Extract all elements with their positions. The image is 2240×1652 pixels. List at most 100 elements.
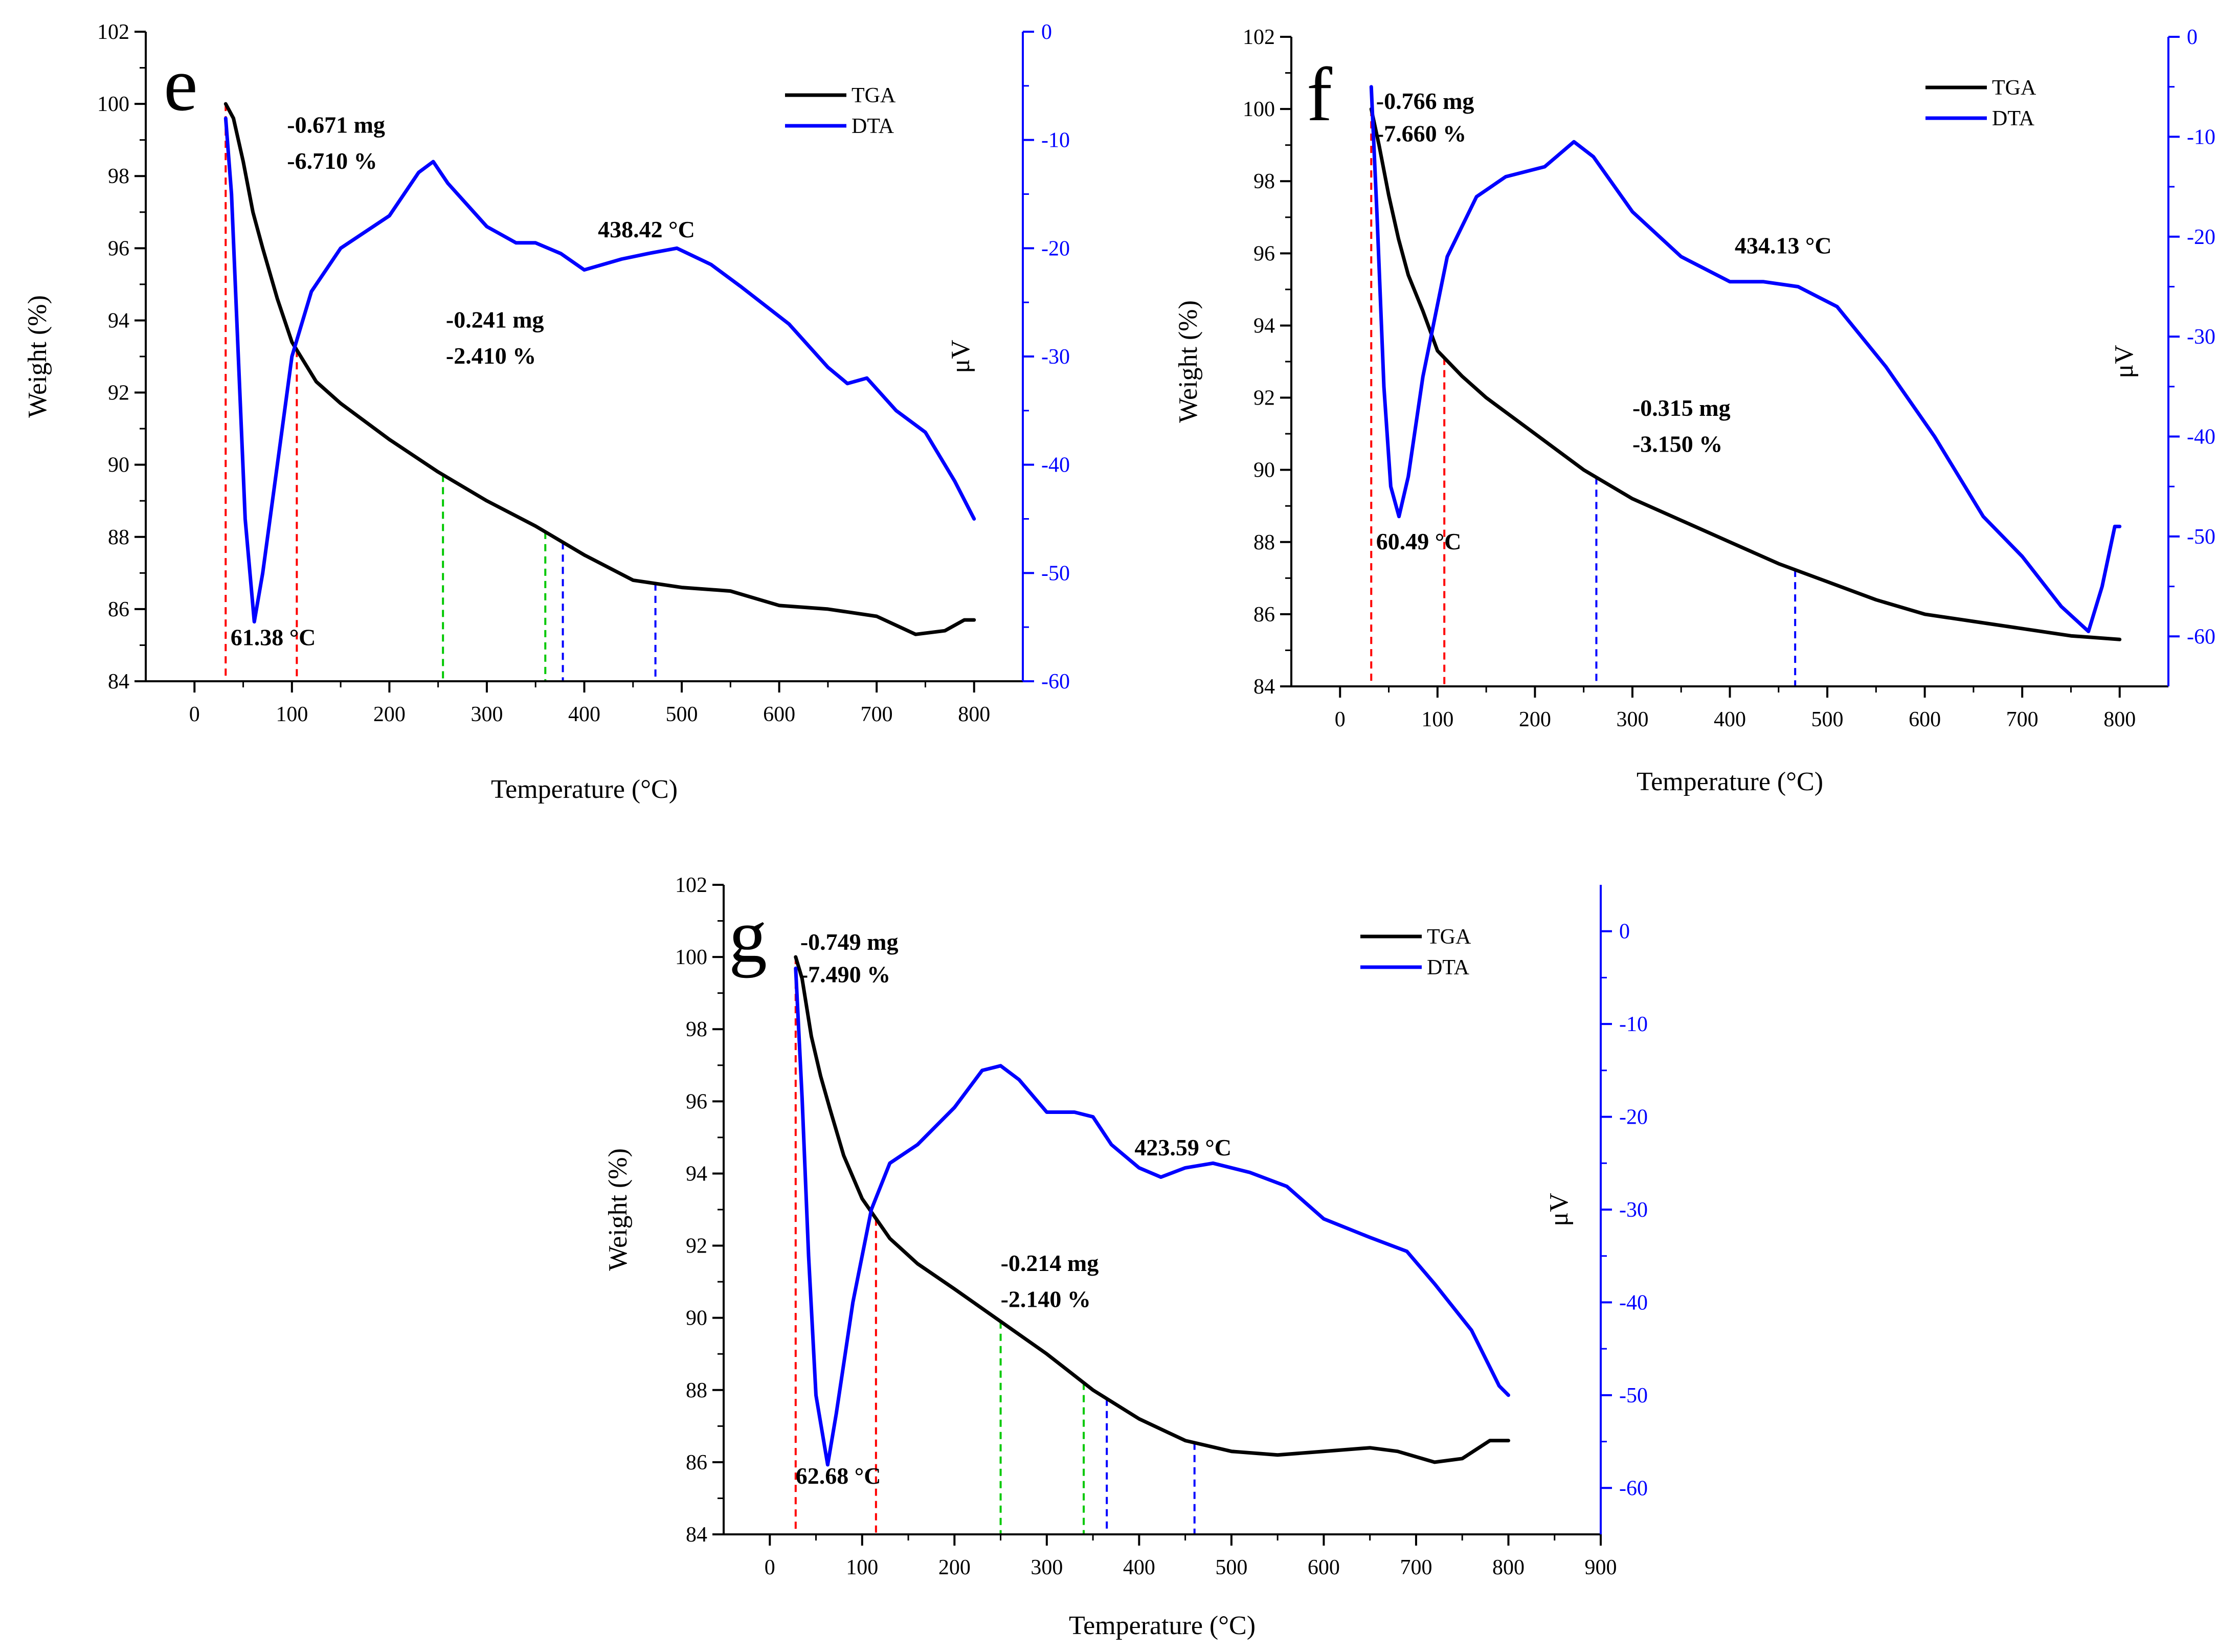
y-tick-label: 100 [97,93,129,116]
y2-tick-label: 0 [1041,20,1052,44]
y-tick-label: 88 [686,1379,707,1402]
y-tick-label: 102 [675,874,707,897]
annotation-5: -3.150 % [1632,431,1722,457]
legend: TGA DTA [1925,76,2036,130]
legend-label-tga: TGA [1992,76,2036,100]
y-tick-label: 96 [686,1090,707,1113]
series-line-tga [1369,107,2122,641]
y2-tick-label: -20 [2187,226,2215,249]
x-tick-label: 600 [1308,1556,1340,1579]
x-tick-label: 700 [861,703,893,726]
y-tick-label: 92 [108,382,129,405]
x-tick-label: 800 [958,703,990,726]
y2-tick-label: -10 [2187,125,2215,149]
y-tick-label: 94 [686,1162,707,1186]
x-tick-label: 300 [471,703,503,726]
y-tick-label: 98 [1253,170,1275,193]
y-tick-label: 84 [1253,675,1275,699]
x-tick-label: 700 [1400,1556,1432,1579]
chart-panel-f: 0 100 200 300 400 500 600 700 800 84 86 88 90 92 94 96 9… [1174,26,2215,796]
y2-tick-label: -10 [1619,1013,1648,1036]
x-tick-label: 600 [1909,708,1941,731]
y2-axis-title: μV [2110,345,2139,378]
x-tick-label: 700 [2006,708,2039,731]
series-line-tga [223,102,976,636]
annotation-3: -0.214 mg [1001,1250,1099,1276]
series-line-dta [1369,85,2122,633]
x-tick-label: 300 [1031,1556,1063,1579]
annotation-5: 438.42 °C [598,216,695,242]
annotation-4: -0.315 mg [1632,395,1731,421]
panel-letter: f [1307,52,1332,137]
y2-tick-label: -20 [1619,1106,1648,1129]
x-axis-title: Temperature (°C) [1069,1611,1256,1640]
y-tick-label: 94 [1253,314,1275,338]
panel-letter: g [729,894,767,978]
y-tick-label: 100 [675,946,707,969]
x-tick-label: 200 [373,703,406,726]
y2-tick-label: -60 [2187,625,2215,649]
x-tick-label: 500 [666,703,698,726]
x-tick-label: 100 [1421,708,1453,731]
x-tick-label: 500 [1811,708,1844,731]
y-tick-label: 90 [108,454,129,477]
y-tick-label: 88 [108,526,129,549]
y2-axis-title: μV [946,340,975,373]
y2-tick-label: -20 [1041,237,1070,260]
y-tick-label: 100 [1243,98,1275,121]
y2-tick-label: -50 [1041,562,1070,585]
y-tick-label: 94 [108,309,129,332]
y2-tick-label: -60 [1619,1477,1648,1500]
x-tick-label: 200 [938,1556,971,1579]
y-tick-label: 96 [108,237,129,260]
y2-axis-title: μV [1544,1193,1574,1226]
y2-tick-label: -50 [1619,1384,1648,1408]
annotation-2: -7.490 % [800,962,890,988]
y-tick-label: 102 [1243,26,1275,49]
x-tick-label: 400 [568,703,600,726]
series-line-dta [794,966,1510,1467]
annotation-2: -6.710 % [287,148,377,174]
y2-tick-label: -10 [1041,129,1070,152]
y2-tick-label: -60 [1041,670,1070,694]
y-tick-label: 92 [686,1235,707,1258]
x-tick-label: 0 [1335,708,1346,731]
y-tick-label: 86 [108,598,129,621]
x-tick-label: 900 [1585,1556,1617,1579]
y-tick-label: 84 [108,670,129,694]
y-tick-label: 96 [1253,242,1275,265]
annotation-6: 62.68 °C [796,1463,881,1489]
legend-label-dta: DTA [852,115,894,138]
annotation-6: 61.38 °C [231,624,316,650]
y2-tick-label: 0 [2187,26,2198,49]
y-axis-title: Weight (%) [23,295,52,418]
annotation-1: -0.766 mg [1376,88,1474,114]
y-axis-title: Weight (%) [603,1148,633,1271]
y-tick-label: 84 [686,1523,707,1547]
annotation-3: 434.13 °C [1735,232,1832,258]
series-line-dta [223,116,976,624]
x-tick-label: 600 [763,703,795,726]
series-line-tga [794,955,1510,1464]
annotation-2: -7.660 % [1376,121,1466,147]
annotation-4: -2.140 % [1001,1286,1091,1312]
legend: TGA DTA [1360,925,1471,979]
x-tick-label: 800 [1492,1556,1525,1579]
legend-label-dta: DTA [1427,956,1470,979]
legend-label-tga: TGA [1427,925,1471,949]
legend-label-tga: TGA [852,84,896,107]
y2-tick-label: -40 [1041,454,1070,477]
x-axis-title: Temperature (°C) [491,775,678,804]
y2-tick-label: -40 [1619,1291,1648,1314]
x-tick-label: 200 [1519,708,1551,731]
x-tick-label: 100 [846,1556,878,1579]
y-tick-label: 86 [686,1451,707,1475]
x-tick-label: 300 [1616,708,1648,731]
y-tick-label: 88 [1253,531,1275,554]
x-tick-label: 0 [765,1556,775,1579]
annotation-6: 60.49 °C [1376,528,1462,554]
y-tick-label: 86 [1253,603,1275,627]
y2-tick-label: -50 [2187,525,2215,549]
legend-label-dta: DTA [1992,107,2035,130]
